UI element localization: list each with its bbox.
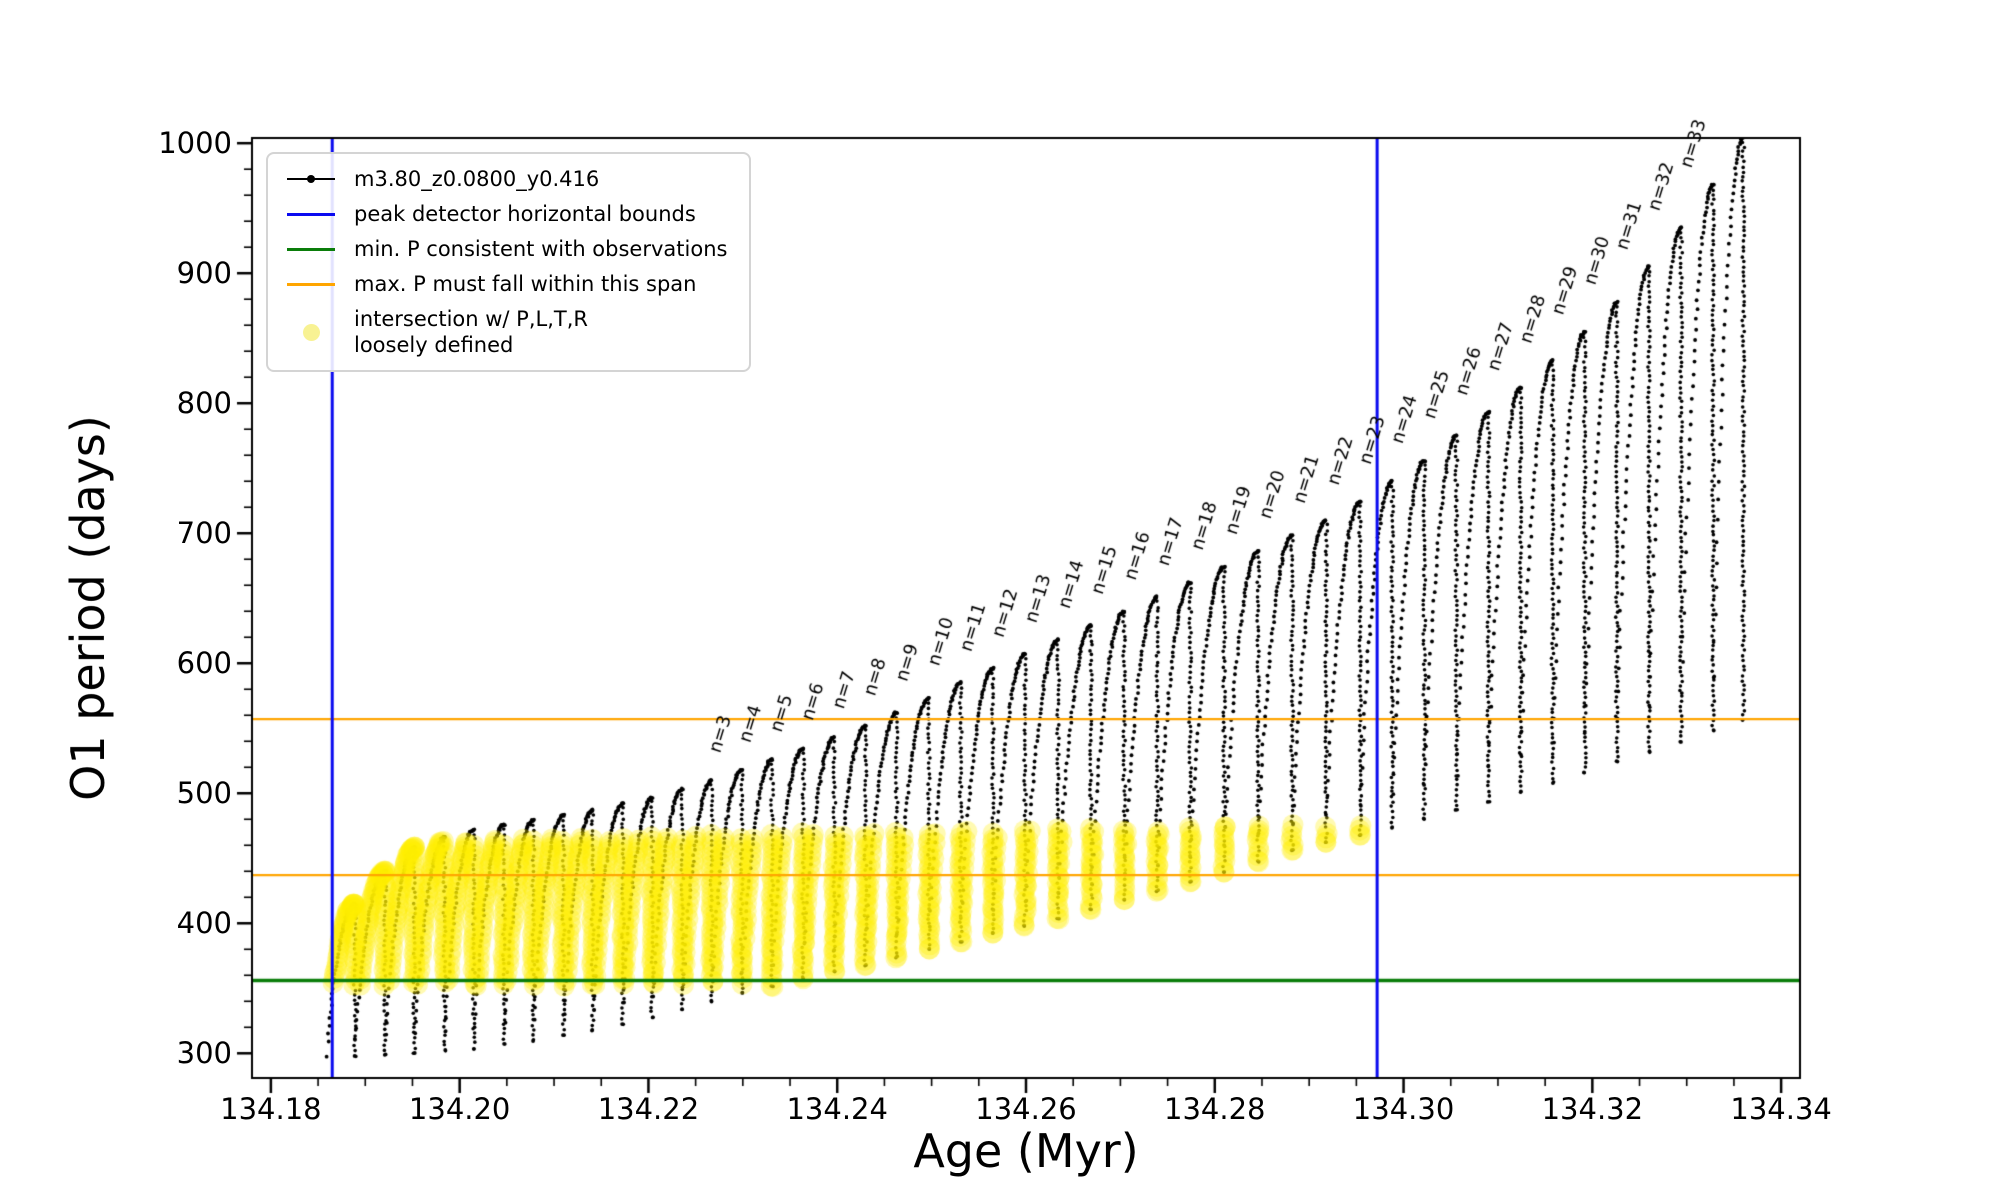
x-tick-label: 134.28 bbox=[1164, 1092, 1266, 1126]
green-line-swatch bbox=[282, 237, 340, 261]
x-axis-label: Age (Myr) bbox=[913, 1124, 1139, 1178]
x-tick-label: 134.32 bbox=[1541, 1092, 1644, 1126]
x-tick-label: 134.20 bbox=[408, 1092, 511, 1126]
y-axis-label: O1 period (days) bbox=[61, 415, 115, 801]
x-tick-label: 134.22 bbox=[597, 1092, 700, 1126]
x-tick-label: 134.34 bbox=[1730, 1092, 1832, 1126]
legend: m3.80_z0.0800_y0.416 peak detector horiz… bbox=[266, 152, 752, 372]
y-tick-label: 400 bbox=[176, 906, 232, 941]
orange-line-swatch bbox=[282, 272, 340, 296]
legend-item-label: max. P must fall within this span bbox=[354, 272, 697, 296]
legend-item-label: peak detector horizontal bounds bbox=[354, 202, 696, 226]
yellow-marker-swatch bbox=[282, 320, 340, 344]
y-tick-label: 600 bbox=[176, 646, 232, 681]
legend-item-min-p: min. P consistent with observations bbox=[282, 236, 727, 262]
y-tick-label: 900 bbox=[176, 256, 232, 291]
y-tick-label: 700 bbox=[176, 516, 232, 551]
legend-item-max-p-span: max. P must fall within this span bbox=[282, 271, 727, 297]
legend-item-series: m3.80_z0.0800_y0.416 bbox=[282, 166, 727, 192]
legend-item-peak-bounds: peak detector horizontal bounds bbox=[282, 201, 727, 227]
x-tick-label: 134.30 bbox=[1352, 1092, 1455, 1126]
y-tick-label: 300 bbox=[176, 1036, 232, 1071]
x-tick-label: 134.26 bbox=[975, 1092, 1077, 1126]
legend-item-label: min. P consistent with observations bbox=[354, 237, 728, 261]
blue-line-swatch bbox=[282, 202, 340, 226]
legend-item-label: m3.80_z0.0800_y0.416 bbox=[354, 167, 600, 191]
series-line-marker-swatch bbox=[282, 167, 340, 191]
x-tick-label: 134.24 bbox=[786, 1092, 888, 1126]
y-tick-label: 1000 bbox=[158, 126, 232, 161]
legend-item-label: intersection w/ P,L,T,R loosely defined bbox=[354, 307, 588, 357]
y-tick-label: 500 bbox=[176, 776, 232, 811]
legend-item-intersection: intersection w/ P,L,T,R loosely defined bbox=[282, 306, 727, 358]
x-tick-label: 134.18 bbox=[220, 1092, 322, 1126]
y-tick-label: 800 bbox=[176, 386, 232, 421]
